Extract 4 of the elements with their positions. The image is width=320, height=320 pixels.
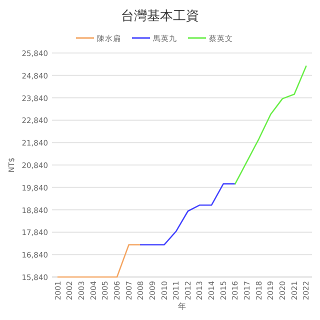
line-series [234,66,307,184]
chart-title: 台灣基本工資 [121,9,199,24]
line-series [140,183,236,246]
x-axis-title: 年 [178,302,186,311]
